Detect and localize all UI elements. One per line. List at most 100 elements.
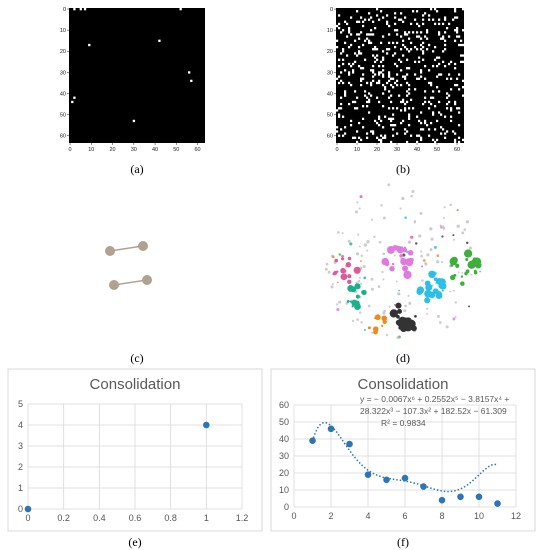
- network-d-node: [424, 289, 432, 298]
- heatmap-b-cell: [422, 102, 425, 106]
- heatmap-b-cell: [428, 134, 431, 137]
- network-d-node: [403, 270, 412, 279]
- heatmap-b-cell: [380, 60, 383, 64]
- heatmap-b-cell: [440, 113, 443, 116]
- heatmap-b-cell: [358, 45, 361, 49]
- network-d-node: [381, 270, 384, 274]
- heatmap-b-cell: [364, 58, 367, 61]
- heatmap-b-cell: [440, 126, 443, 129]
- heatmap-b-cell: [424, 12, 427, 15]
- heatmap-b-cell: [400, 69, 403, 72]
- network-d-node: [334, 258, 339, 263]
- heatmap-b-cell: [418, 60, 421, 64]
- heatmap-b-cell: [380, 140, 383, 144]
- heatmap-b-cell: [458, 35, 461, 38]
- heatmap-b-cell: [370, 41, 373, 45]
- heatmap-b-y-tick-label: 30: [327, 70, 333, 76]
- network-d-node: [395, 302, 402, 309]
- heatmap-b-cell: [422, 22, 425, 26]
- heatmap-b-cell: [356, 20, 359, 23]
- network-d-graph: [324, 183, 482, 340]
- heatmap-b-cell: [406, 90, 409, 93]
- heatmap-b-cell: [436, 10, 439, 13]
- chart-f-point: [420, 483, 427, 490]
- network-d-node: [353, 266, 361, 274]
- heatmap-b-cell: [420, 69, 423, 72]
- heatmap-b-cell: [388, 107, 391, 110]
- chart-e-x-tick-label: 0.4: [93, 513, 106, 523]
- heatmap-b-cell: [402, 54, 405, 57]
- network-d-node: [426, 313, 429, 316]
- heatmap-b-cell: [386, 14, 389, 17]
- heatmap-b-cell: [398, 18, 401, 21]
- heatmap-a-cell: [71, 100, 74, 104]
- heatmap-b-cell: [426, 31, 429, 34]
- network-d-node: [460, 281, 465, 286]
- network-d-node: [436, 260, 440, 264]
- heatmap-b-cell: [338, 64, 341, 68]
- heatmap-b-cell: [442, 35, 445, 38]
- heatmap-b-y-tick-label: 50: [327, 113, 333, 119]
- heatmap-b-cell: [346, 22, 349, 26]
- heatmap-b-cell: [460, 43, 463, 47]
- heatmap-b-y-tick-label: 40: [327, 91, 333, 97]
- heatmap-b-cell: [360, 77, 363, 80]
- chart-f-point: [457, 493, 464, 501]
- chart-f-point: [401, 474, 409, 482]
- chart-f-y-tick-label: 50: [279, 417, 289, 427]
- chart-f-frame: [270, 368, 536, 532]
- heatmap-b-cell: [340, 52, 343, 55]
- heatmap-b-cell: [378, 71, 381, 74]
- heatmap-b-cell: [456, 77, 459, 80]
- heatmap-b-cell: [390, 124, 393, 127]
- network-d-node: [436, 291, 443, 297]
- chart-f-x-tick-label: 10: [474, 511, 484, 521]
- chart-f-y-tick-label: 10: [279, 485, 289, 495]
- heatmap-b-cell: [390, 140, 393, 144]
- heatmap-b-cell: [372, 20, 375, 23]
- heatmap-b-cell: [342, 29, 345, 32]
- heatmap-b-cell: [404, 128, 407, 131]
- heatmap-b-cell: [436, 86, 439, 89]
- heatmap-b-cell: [340, 71, 343, 74]
- network-d-node: [360, 321, 363, 324]
- heatmap-b-cell: [350, 124, 353, 127]
- heatmap-b-cell: [366, 37, 369, 40]
- network-d-node: [399, 207, 402, 210]
- heatmap-b-cell: [438, 31, 441, 34]
- heatmap-b-cell: [406, 73, 409, 76]
- network-d-node: [468, 305, 470, 308]
- heatmap-b-cell: [456, 29, 459, 32]
- network-d-node: [370, 277, 374, 281]
- network-d-node: [362, 264, 366, 269]
- heatmap-b-cell: [416, 140, 419, 144]
- heatmap-b-cell: [404, 33, 407, 36]
- heatmap-b-cell: [396, 83, 399, 87]
- heatmap-a-cell: [83, 8, 87, 11]
- heatmap-b-y-tick-label: 10: [327, 28, 333, 34]
- heatmap-a-x-tick-label: 40: [152, 147, 158, 153]
- heatmap-a-cell: [88, 43, 91, 47]
- heatmap-b-cell: [392, 107, 395, 110]
- heatmap-b-cell: [368, 41, 371, 45]
- heatmap-b-cell: [406, 81, 409, 85]
- heatmap-b-cell: [404, 102, 407, 106]
- network-d-node: [421, 279, 424, 282]
- heatmap-a-y-tick-label: 40: [60, 91, 66, 97]
- heatmap-b-cell: [356, 140, 359, 144]
- heatmap-b-cell: [406, 67, 409, 70]
- chart-f-point: [438, 496, 446, 504]
- heatmap-b-cell: [374, 73, 377, 76]
- heatmap-b-cell: [408, 92, 411, 95]
- heatmap-b-cell: [446, 92, 449, 95]
- heatmap-b-cell: [432, 90, 435, 93]
- network-d-node: [450, 274, 456, 281]
- network-d-node: [424, 297, 431, 304]
- network-d-node: [347, 279, 352, 285]
- heatmap-b-cell: [376, 121, 379, 125]
- heatmap-b-cell: [460, 60, 463, 64]
- heatmap-b-cell: [382, 16, 385, 19]
- heatmap-b-cell: [410, 98, 413, 102]
- heatmap-a-cell: [179, 8, 182, 11]
- heatmap-b-cell: [342, 50, 345, 53]
